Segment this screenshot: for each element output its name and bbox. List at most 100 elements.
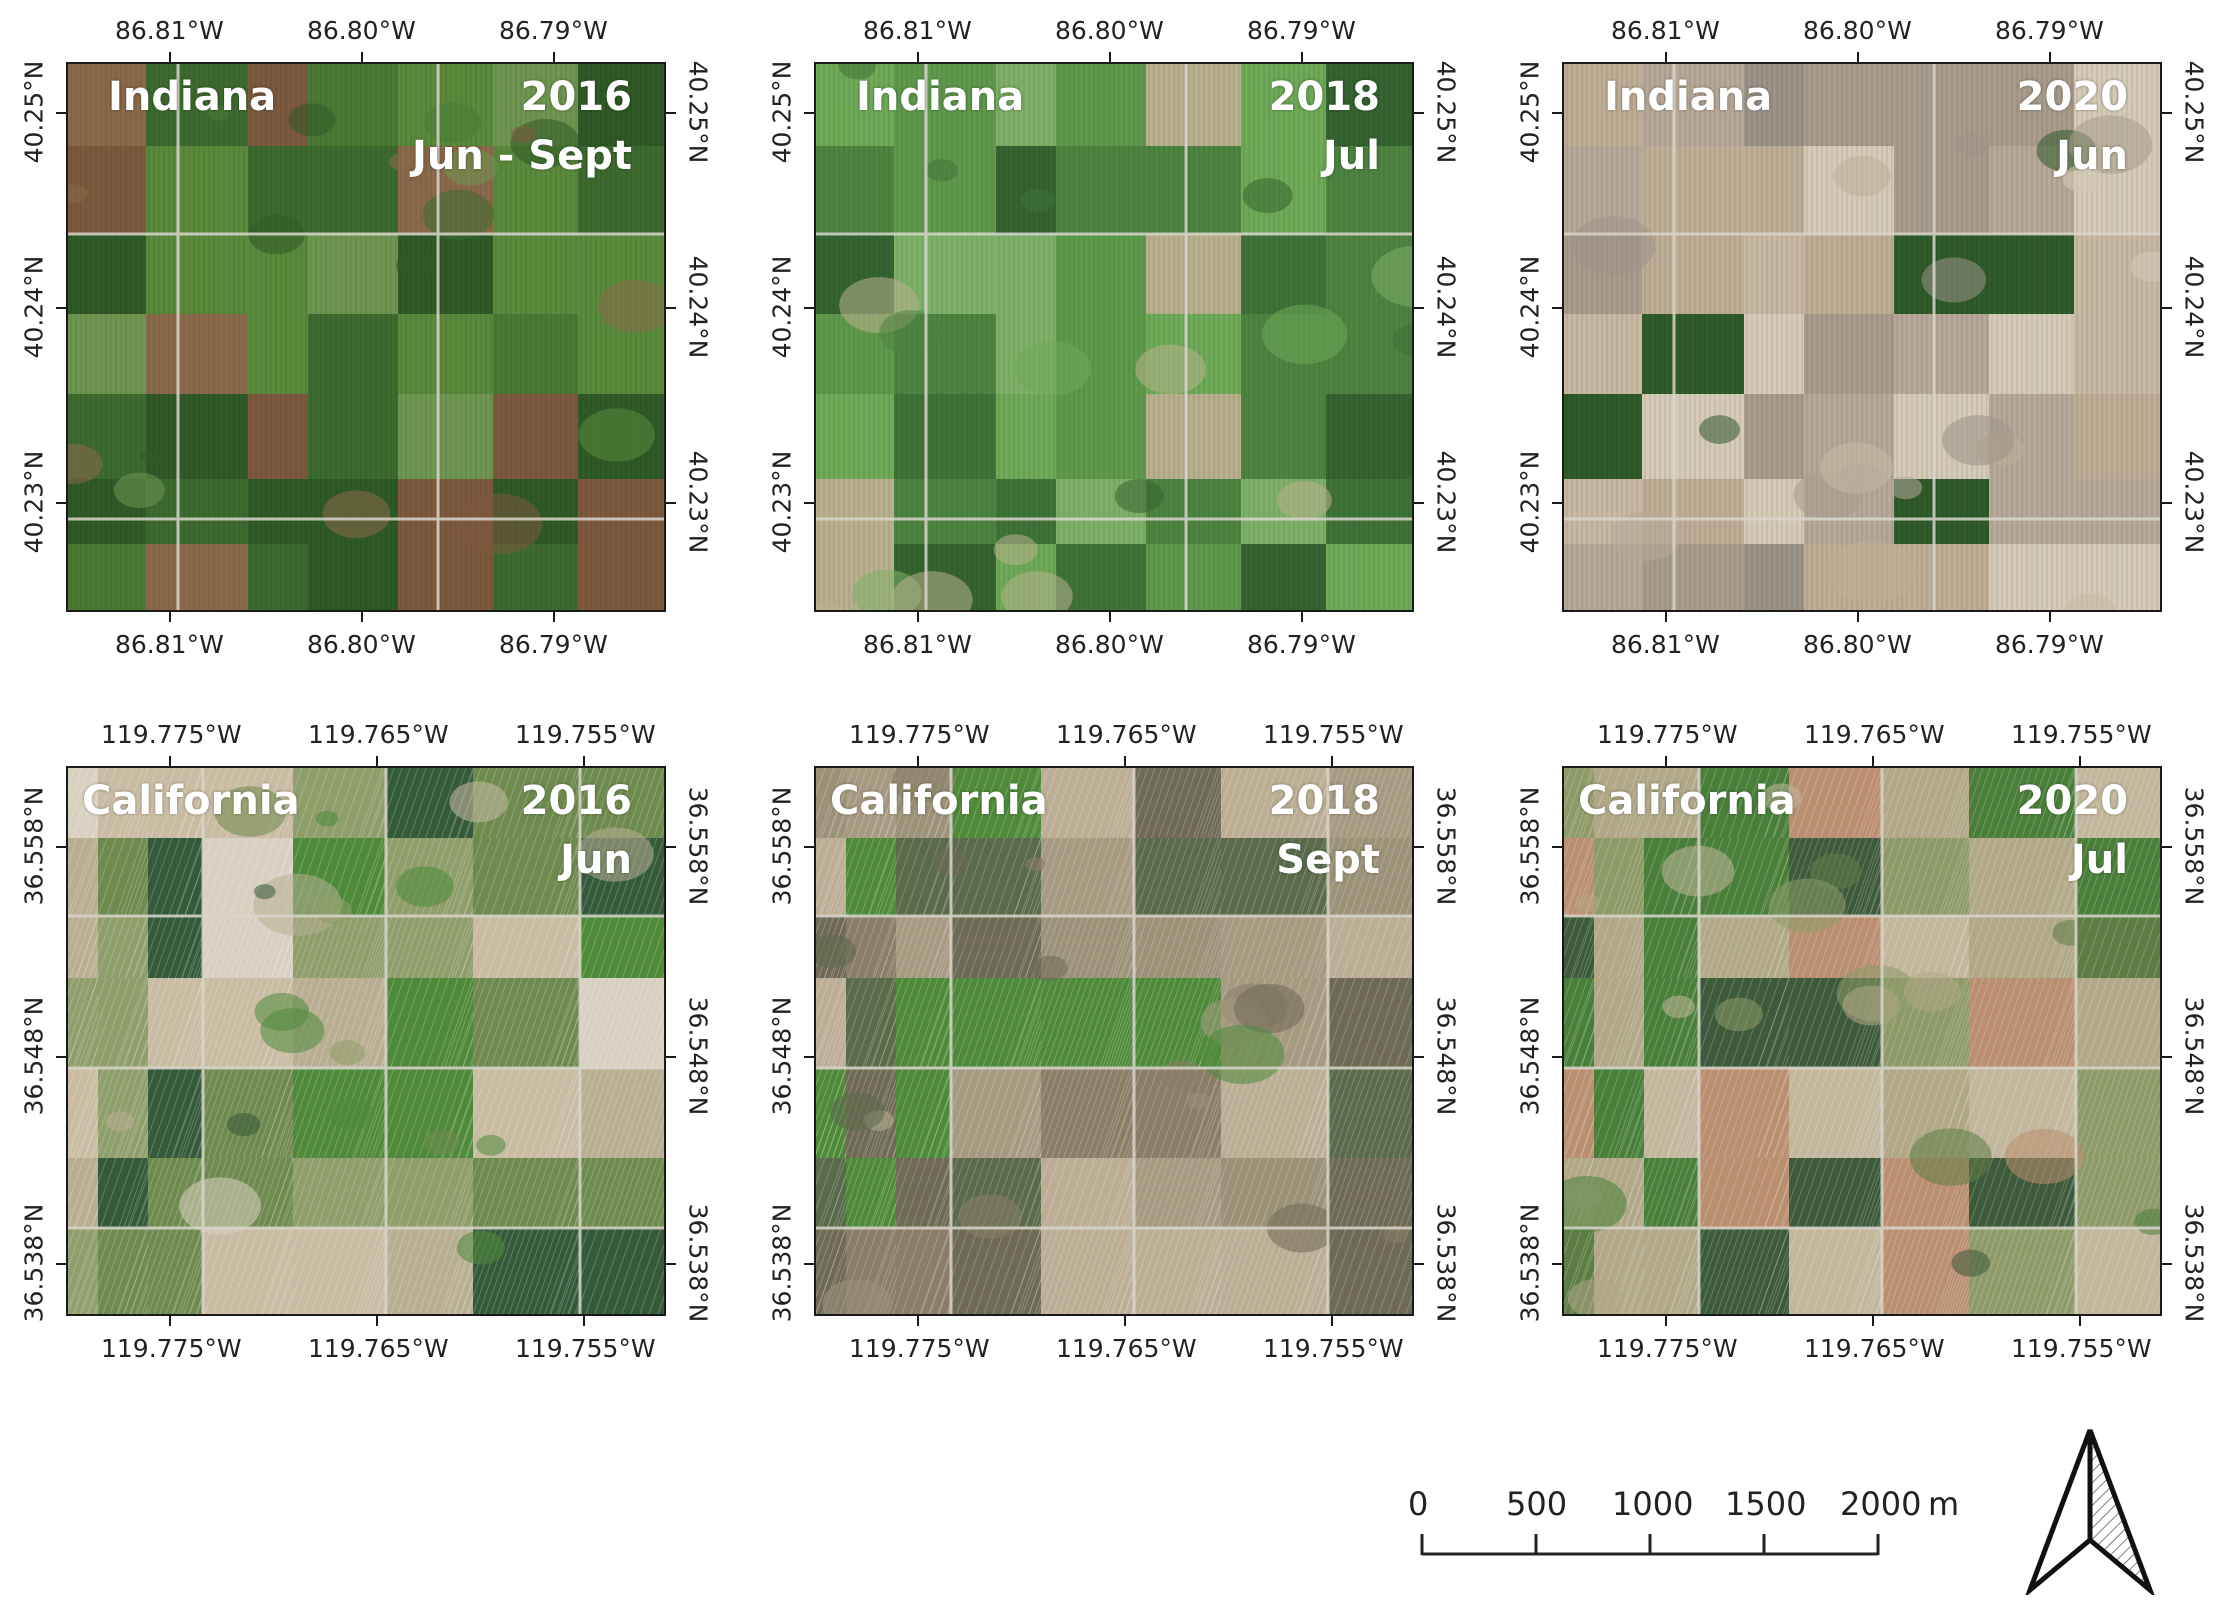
graticule-tick <box>1665 52 1667 62</box>
latitude-label: 36.558°N <box>1515 786 1545 906</box>
year-title: 2016 <box>520 74 632 120</box>
region-title: California <box>830 778 1048 824</box>
graticule-tick <box>1331 1316 1333 1326</box>
graticule-tick <box>2162 846 2172 848</box>
longitude-label: 119.755°W <box>2011 720 2152 749</box>
latitude-label: 36.558°N <box>19 786 49 906</box>
graticule-tick <box>1414 112 1424 114</box>
longitude-label: 119.765°W <box>308 1334 449 1363</box>
graticule-tick <box>169 52 171 62</box>
graticule-tick <box>1109 52 1111 62</box>
region-title: Indiana <box>1604 74 1773 120</box>
graticule-tick <box>553 52 555 62</box>
graticule-tick <box>2162 502 2172 504</box>
longitude-label: 86.80°W <box>1803 16 1912 45</box>
latitude-label: 36.548°N <box>683 996 713 1116</box>
graticule-tick <box>666 1263 676 1265</box>
latitude-label: 36.538°N <box>2179 1203 2209 1323</box>
graticule-tick <box>1552 112 1562 114</box>
graticule-tick <box>2162 1056 2172 1058</box>
year-title: 2020 <box>2016 778 2128 824</box>
graticule-tick <box>56 112 66 114</box>
period-title: Jun <box>2056 133 2128 179</box>
latitude-label: 40.24°N <box>1431 255 1461 359</box>
graticule-tick <box>1857 612 1859 622</box>
graticule-tick <box>376 1316 378 1326</box>
graticule-tick <box>917 52 919 62</box>
longitude-label: 86.79°W <box>1995 630 2104 659</box>
graticule-tick <box>56 307 66 309</box>
latitude-label: 40.24°N <box>2179 255 2209 359</box>
scale-tick-label: 1500 <box>1725 1485 1807 1523</box>
latitude-label: 36.558°N <box>1431 786 1461 906</box>
scale-tick-label: 500 <box>1506 1485 1568 1523</box>
map-panel: Indiana 2020 Jun 86.81°W 86.81°W 86.80°W 86.80… <box>1516 18 2209 657</box>
graticule-tick <box>553 612 555 622</box>
graticule-tick <box>2079 1316 2081 1326</box>
year-title: 2018 <box>1268 778 1380 824</box>
latitude-label: 40.23°N <box>683 450 713 554</box>
graticule-tick <box>917 612 919 622</box>
graticule-tick <box>1665 612 1667 622</box>
graticule-tick <box>376 756 378 766</box>
graticule-tick <box>361 52 363 62</box>
latitude-label: 36.548°N <box>2179 996 2209 1116</box>
graticule-tick <box>1301 52 1303 62</box>
graticule-tick <box>804 307 814 309</box>
latitude-label: 40.25°N <box>19 60 49 164</box>
map-panel: California 2018 Sept 119.775°W 119.775°W 119.… <box>768 722 1461 1361</box>
longitude-label: 86.79°W <box>1247 630 1356 659</box>
longitude-label: 86.79°W <box>499 630 608 659</box>
graticule-tick <box>1109 612 1111 622</box>
map-panel: California 2016 Jun 119.775°W 119.775°W 119.7… <box>20 722 713 1361</box>
longitude-label: 119.755°W <box>1263 1334 1404 1363</box>
latitude-label: 36.548°N <box>1515 996 1545 1116</box>
region-title: Indiana <box>108 74 277 120</box>
graticule-tick <box>169 756 171 766</box>
longitude-label: 86.81°W <box>1611 16 1720 45</box>
longitude-label: 86.81°W <box>115 16 224 45</box>
longitude-label: 119.765°W <box>1804 720 1945 749</box>
longitude-label: 119.775°W <box>849 1334 990 1363</box>
graticule-tick <box>583 756 585 766</box>
period-title: Jul <box>1322 133 1380 179</box>
latitude-label: 36.538°N <box>1515 1203 1545 1323</box>
longitude-label: 119.765°W <box>308 720 449 749</box>
longitude-label: 119.755°W <box>515 1334 656 1363</box>
latitude-label: 40.24°N <box>1515 255 1545 359</box>
period-title: Sept <box>1276 837 1380 883</box>
latitude-label: 40.23°N <box>767 450 797 554</box>
longitude-label: 119.765°W <box>1056 720 1197 749</box>
graticule-tick <box>56 1263 66 1265</box>
longitude-label: 119.755°W <box>2011 1334 2152 1363</box>
latitude-label: 36.548°N <box>19 996 49 1116</box>
graticule-tick <box>1414 1056 1424 1058</box>
satellite-image <box>66 62 666 612</box>
latitude-label: 40.23°N <box>19 450 49 554</box>
graticule-tick <box>2049 612 2051 622</box>
period-title: Jun <box>560 837 632 883</box>
graticule-tick <box>666 112 676 114</box>
latitude-label: 36.538°N <box>19 1203 49 1323</box>
latitude-label: 40.25°N <box>1431 60 1461 164</box>
graticule-tick <box>1414 1263 1424 1265</box>
longitude-label: 86.79°W <box>1995 16 2104 45</box>
graticule-tick <box>1414 846 1424 848</box>
latitude-label: 36.558°N <box>683 786 713 906</box>
graticule-tick <box>56 846 66 848</box>
graticule-tick <box>804 112 814 114</box>
graticule-tick <box>917 756 919 766</box>
latitude-label: 36.548°N <box>1431 996 1461 1116</box>
scale-tick-label: 1000 <box>1612 1485 1694 1523</box>
longitude-label: 119.775°W <box>1597 1334 1738 1363</box>
graticule-tick <box>361 612 363 622</box>
graticule-tick <box>2049 52 2051 62</box>
map-panel: Indiana 2016 Jun - Sept 86.81°W 86.81°W 86.80… <box>20 18 713 657</box>
satellite-image <box>814 62 1414 612</box>
graticule-tick <box>1665 756 1667 766</box>
longitude-label: 119.755°W <box>515 720 656 749</box>
graticule-tick <box>583 1316 585 1326</box>
satellite-image <box>814 766 1414 1316</box>
graticule-tick <box>1414 307 1424 309</box>
longitude-label: 86.81°W <box>863 630 972 659</box>
